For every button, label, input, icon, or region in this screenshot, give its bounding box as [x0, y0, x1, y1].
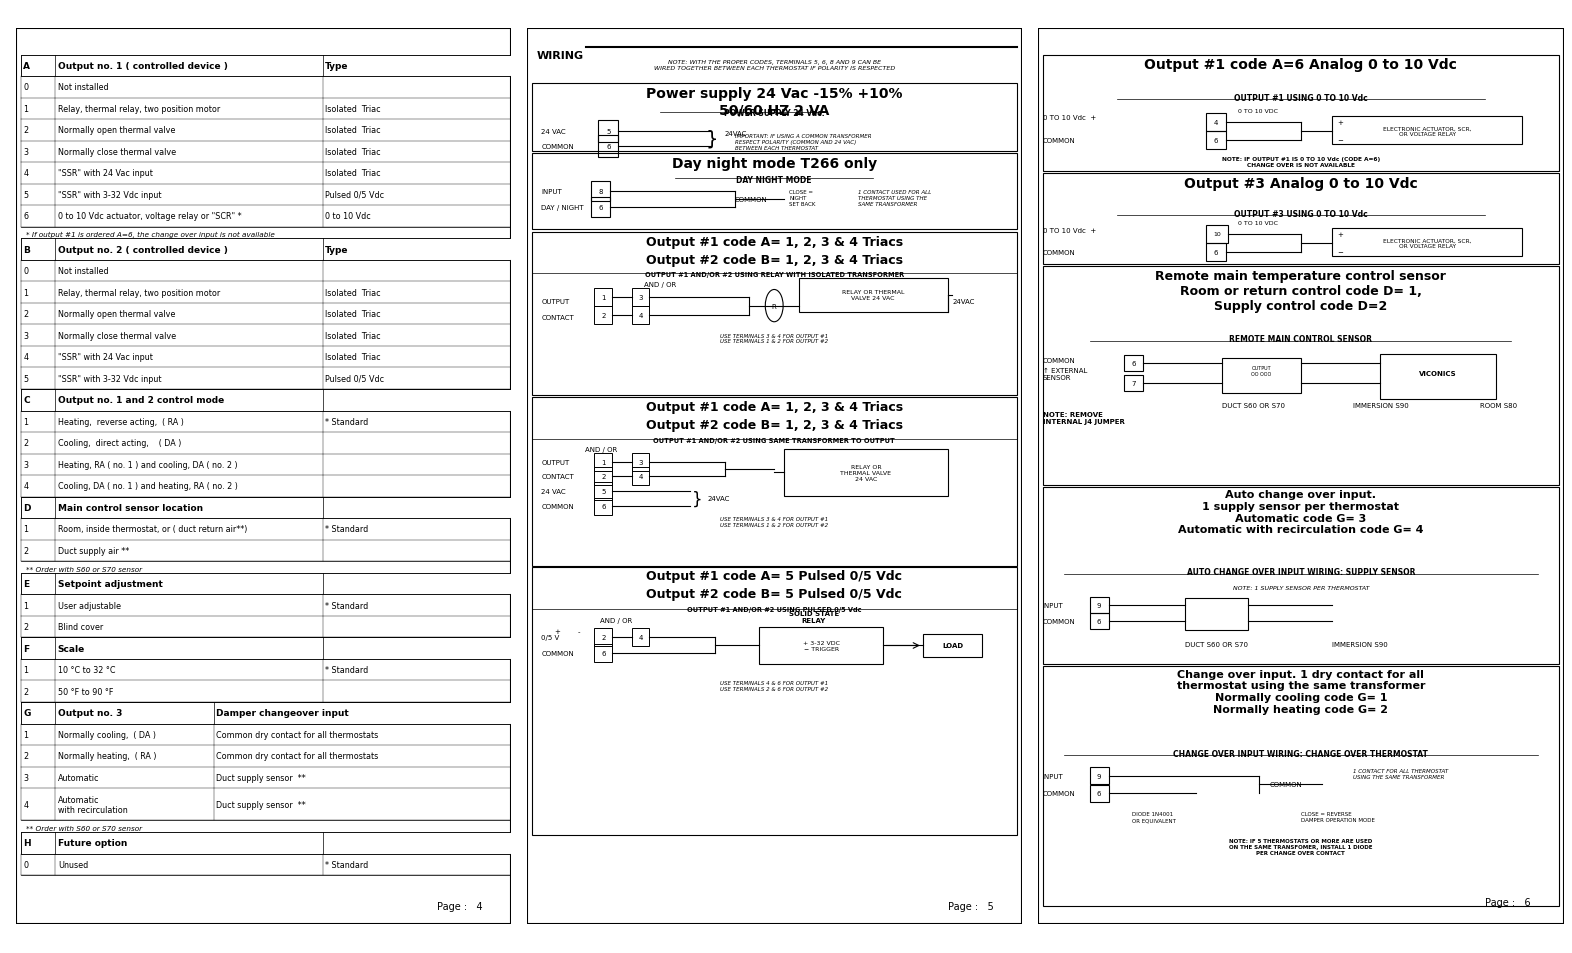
Text: }: } [706, 130, 718, 149]
Bar [599, 121, 618, 142]
Text: 9: 9 [1097, 773, 1102, 779]
Text: 8: 8 [599, 189, 602, 194]
Text: +: + [555, 628, 563, 634]
Text: Isolated  Triac: Isolated Triac [325, 310, 380, 319]
Text: Change over input. 1 dry contact for all
thermostat using the same transformer
N: Change over input. 1 dry contact for all… [1176, 669, 1426, 714]
Bar [1091, 614, 1108, 630]
Text: Unused: Unused [58, 860, 88, 869]
Text: AND / OR: AND / OR [645, 281, 676, 287]
Text: 6: 6 [1097, 791, 1102, 797]
Text: 3: 3 [24, 773, 28, 782]
Text: IMPORTANT: IF USING A COMMON TRANSFORMER
RESPECT POLARITY (COMMON AND 24 VAC)
BE: IMPORTANT: IF USING A COMMON TRANSFORMER… [734, 134, 871, 151]
Text: 0 TO 10 Vdc  +: 0 TO 10 Vdc + [1042, 228, 1096, 234]
Text: 4: 4 [638, 635, 643, 640]
Text: }: } [692, 490, 703, 508]
Text: SOLID STATE
RELAY: SOLID STATE RELAY [789, 610, 839, 623]
Text: 3: 3 [24, 148, 28, 156]
Bar [1185, 598, 1248, 631]
Text: 2: 2 [24, 687, 28, 696]
Text: Scale: Scale [58, 644, 85, 653]
Text: RELAY OR THERMAL
VALVE 24 VAC: RELAY OR THERMAL VALVE 24 VAC [843, 290, 904, 301]
Text: CONTACT: CONTACT [541, 314, 574, 321]
Text: Isolated  Triac: Isolated Triac [325, 105, 380, 113]
Text: Output #1 code A= 5 Pulsed 0/5 Vdc: Output #1 code A= 5 Pulsed 0/5 Vdc [646, 570, 902, 582]
Text: COMMON: COMMON [1269, 781, 1302, 788]
Text: 3: 3 [24, 332, 28, 340]
Text: 6: 6 [1097, 618, 1102, 624]
Bar [20, 832, 511, 854]
Text: Main control sensor location: Main control sensor location [58, 503, 203, 513]
Text: NOTE: 1 SUPPLY SENSOR PER THERMOSTAT: NOTE: 1 SUPPLY SENSOR PER THERMOSTAT [1232, 586, 1369, 591]
Bar [784, 450, 948, 497]
Text: RELAY OR
THERMAL VALVE
24 VAC: RELAY OR THERMAL VALVE 24 VAC [841, 465, 891, 481]
Text: Relay, thermal relay, two position motor: Relay, thermal relay, two position motor [58, 289, 220, 297]
Text: 5: 5 [24, 191, 28, 200]
Text: * Standard: * Standard [325, 417, 368, 426]
Text: 0 to 10 Vdc actuator, voltage relay or "SCR" *: 0 to 10 Vdc actuator, voltage relay or "… [58, 213, 242, 221]
Bar [594, 454, 612, 471]
Text: 4: 4 [1214, 120, 1218, 126]
Bar [20, 497, 511, 518]
Text: Output no. 3: Output no. 3 [58, 708, 123, 718]
Text: 4: 4 [24, 353, 28, 362]
Text: 24 VAC: 24 VAC [541, 489, 566, 495]
Text: 6: 6 [1132, 360, 1135, 367]
Text: 0 TO 10 VDC: 0 TO 10 VDC [1237, 221, 1278, 226]
Bar [531, 568, 1017, 835]
Text: 0/5 V: 0/5 V [541, 635, 560, 640]
Text: Normally heating,  ( RA ): Normally heating, ( RA ) [58, 752, 156, 760]
Text: Output #2 code B= 1, 2, 3 & 4 Triacs: Output #2 code B= 1, 2, 3 & 4 Triacs [646, 253, 902, 267]
Text: NOTE: IF OUTPUT #1 IS 0 TO 10 Vdc (CODE A=6)
CHANGE OVER IS NOT AVAILABLE: NOTE: IF OUTPUT #1 IS 0 TO 10 Vdc (CODE … [1221, 156, 1380, 168]
Text: * Standard: * Standard [325, 665, 368, 675]
Text: G: G [24, 708, 30, 718]
Bar [1206, 132, 1226, 150]
Text: AUTO CHANGE OVER INPUT WIRING: SUPPLY SENSOR: AUTO CHANGE OVER INPUT WIRING: SUPPLY SE… [1187, 568, 1415, 577]
Text: COMMON: COMMON [1042, 791, 1075, 797]
Text: 4: 4 [24, 170, 28, 178]
Text: Output #3 Analog 0 to 10 Vdc: Output #3 Analog 0 to 10 Vdc [1184, 176, 1418, 191]
Text: Isolated  Triac: Isolated Triac [325, 170, 380, 178]
Text: COMMON: COMMON [1042, 358, 1075, 364]
Text: R: R [772, 303, 777, 310]
Text: COMMON: COMMON [541, 504, 574, 510]
Text: * Standard: * Standard [325, 601, 368, 610]
Bar [1091, 768, 1108, 783]
Text: −: − [1338, 250, 1344, 255]
Text: USE TERMINALS 4 & 6 FOR OUTPUT #1
USE TERMINALS 2 & 6 FOR OUTPUT #2: USE TERMINALS 4 & 6 FOR OUTPUT #1 USE TE… [720, 680, 828, 692]
Text: 6: 6 [607, 144, 610, 150]
Text: Type: Type [325, 62, 349, 71]
Text: Output no. 2 ( controlled device ): Output no. 2 ( controlled device ) [58, 245, 228, 254]
Text: 1 CONTACT USED FOR ALL
THERMOSTAT USING THE
SAME TRANSFORMER: 1 CONTACT USED FOR ALL THERMOSTAT USING … [858, 190, 932, 207]
Text: 1: 1 [601, 294, 605, 300]
Text: User adjustable: User adjustable [58, 601, 121, 610]
Bar [1380, 355, 1495, 399]
Text: "SSR" with 3-32 Vdc input: "SSR" with 3-32 Vdc input [58, 375, 162, 383]
Bar [632, 454, 649, 471]
Bar [20, 239, 511, 260]
Text: H: H [24, 839, 31, 847]
Text: 0: 0 [24, 83, 28, 92]
Text: DAY NIGHT MODE: DAY NIGHT MODE [736, 175, 813, 185]
Text: 2: 2 [24, 126, 28, 135]
Text: Output #1 code A= 1, 2, 3 & 4 Triacs: Output #1 code A= 1, 2, 3 & 4 Triacs [646, 235, 902, 249]
Text: INPUT: INPUT [541, 189, 563, 194]
Text: NOTE: WITH THE PROPER CODES, TERMINALS 5, 6, 8 AND 9 CAN BE
WIRED TOGETHER BETWE: NOTE: WITH THE PROPER CODES, TERMINALS 5… [654, 60, 894, 71]
Text: −: − [1338, 137, 1344, 144]
Bar [1042, 55, 1559, 172]
Text: +: + [1338, 232, 1344, 237]
Bar [20, 390, 511, 411]
Text: 9: 9 [1097, 602, 1102, 609]
Text: Cooling,  direct acting,    ( DA ): Cooling, direct acting, ( DA ) [58, 439, 181, 448]
Bar [594, 306, 612, 324]
Text: COMMON: COMMON [1042, 618, 1075, 624]
Text: Output no. 1 ( controlled device ): Output no. 1 ( controlled device ) [58, 62, 228, 71]
Text: OUTPUT
OO OOO: OUTPUT OO OOO [1251, 365, 1272, 376]
Bar [599, 136, 618, 157]
Text: 6: 6 [599, 205, 602, 211]
Text: Duct supply sensor  **: Duct supply sensor ** [217, 773, 307, 782]
Text: DUCT S60 OR S70: DUCT S60 OR S70 [1221, 403, 1284, 409]
Text: "SSR" with 24 Vac input: "SSR" with 24 Vac input [58, 353, 152, 362]
Bar [1124, 375, 1143, 392]
Text: 0 TO 10 VDC: 0 TO 10 VDC [1237, 109, 1278, 113]
Text: CHANGE OVER INPUT WIRING: CHANGE OVER THERMOSTAT: CHANGE OVER INPUT WIRING: CHANGE OVER TH… [1173, 749, 1429, 758]
